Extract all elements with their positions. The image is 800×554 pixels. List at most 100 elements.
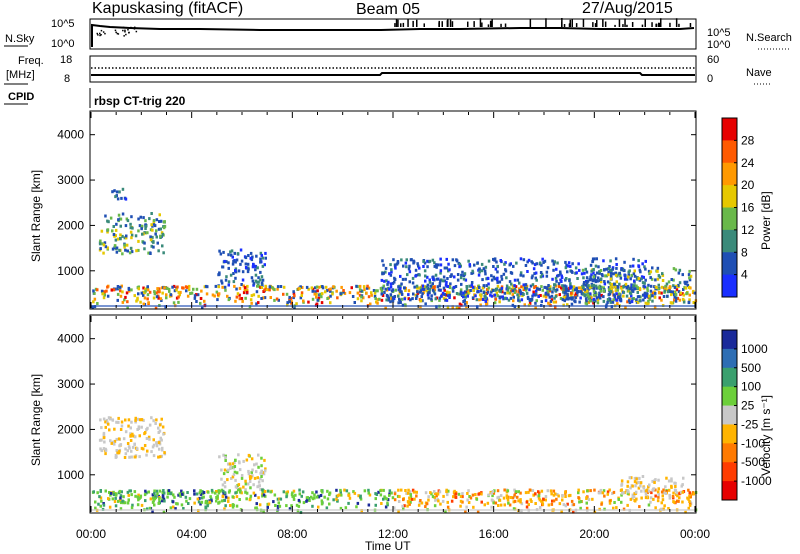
echo-pixel — [215, 496, 218, 499]
echo-pixel — [233, 461, 236, 465]
echo-pixel — [566, 502, 569, 506]
echo-pixel — [285, 292, 289, 296]
echo-pixel — [676, 297, 679, 300]
echo-pixel — [542, 294, 546, 298]
echo-pixel — [579, 506, 582, 510]
echo-pixel — [146, 231, 149, 235]
echo-pixel — [218, 455, 221, 459]
echo-pixel — [111, 247, 115, 251]
echo-pixel — [149, 238, 153, 242]
echo-pixel — [510, 271, 514, 275]
echo-pixel — [219, 489, 222, 493]
echo-pixel — [102, 436, 106, 440]
echo-pixel — [436, 492, 440, 496]
echo-pixel — [403, 297, 406, 301]
echo-pixel — [567, 297, 570, 301]
echo-pixel — [459, 504, 462, 508]
echo-pixel — [421, 284, 425, 288]
echo-pixel — [637, 480, 640, 484]
echo-pixel — [534, 301, 537, 305]
nsky-spike — [500, 23, 502, 27]
echo-pixel — [513, 284, 516, 288]
echo-pixel — [589, 489, 592, 493]
echo-pixel — [453, 264, 457, 268]
echo-pixel — [556, 261, 559, 265]
echo-pixel — [143, 241, 146, 245]
echo-pixel — [560, 509, 563, 513]
echo-pixel — [260, 297, 263, 300]
echo-pixel — [599, 491, 602, 495]
echo-pixel — [641, 262, 644, 266]
echo-pixel — [546, 266, 550, 270]
echo-pixel — [328, 493, 331, 497]
echo-pixel — [158, 497, 161, 501]
echo-pixel — [428, 287, 432, 291]
echo-pixel — [493, 301, 497, 305]
echo-pixel — [316, 298, 319, 302]
echo-pixel — [272, 500, 275, 504]
echo-pixel — [631, 297, 634, 301]
nsky-spike — [529, 18, 532, 27]
echo-pixel — [416, 290, 419, 294]
echo-pixel — [179, 494, 182, 497]
echo-pixel — [464, 278, 468, 282]
echo-pixel — [155, 295, 159, 299]
echo-pixel — [290, 504, 293, 508]
colorbar-swatch — [722, 405, 737, 425]
echo-pixel — [570, 302, 574, 306]
echo-pixel — [565, 277, 568, 280]
echo-pixel — [444, 509, 447, 513]
echo-pixel — [163, 491, 166, 495]
echo-pixel — [688, 500, 691, 503]
echo-pixel — [426, 265, 429, 269]
echo-pixel — [291, 491, 294, 495]
echo-pixel — [476, 290, 479, 294]
echo-pixel — [524, 283, 528, 287]
echo-pixel — [269, 490, 273, 494]
echo-pixel — [218, 249, 221, 253]
echo-pixel — [407, 293, 410, 297]
echo-pixel — [601, 491, 605, 495]
echo-pixel — [523, 303, 526, 307]
echo-pixel — [227, 499, 230, 503]
echo-pixel — [109, 491, 113, 495]
echo-pixel — [668, 287, 671, 291]
echo-pixel — [615, 263, 618, 266]
echo-pixel — [424, 279, 427, 283]
echo-pixel — [614, 285, 617, 289]
nsky-dot — [128, 31, 130, 34]
echo-pixel — [461, 492, 464, 496]
echo-pixel — [568, 279, 571, 283]
echo-pixel — [503, 488, 506, 492]
echo-pixel — [124, 224, 128, 228]
echo-pixel — [130, 493, 133, 497]
echo-pixel — [468, 495, 471, 498]
echo-pixel — [234, 485, 238, 489]
echo-pixel — [100, 438, 103, 442]
echo-pixel — [544, 495, 548, 498]
echo-pixel — [297, 504, 301, 508]
echo-pixel — [114, 455, 118, 459]
echo-pixel — [658, 296, 661, 300]
echo-pixel — [512, 299, 515, 303]
echo-pixel — [402, 507, 405, 511]
echo-pixel — [477, 492, 480, 496]
echo-pixel — [661, 498, 665, 502]
echo-pixel — [115, 222, 118, 226]
echo-pixel — [250, 294, 254, 298]
echo-pixel — [148, 506, 152, 510]
echo-pixel — [409, 298, 412, 302]
echo-pixel — [555, 279, 558, 283]
echo-pixel — [367, 488, 370, 492]
echo-pixel — [687, 488, 690, 492]
echo-pixel — [140, 446, 144, 450]
nsky-spike — [618, 19, 621, 27]
echo-pixel — [496, 280, 499, 284]
echo-pixel — [675, 284, 678, 288]
echo-pixel — [431, 258, 435, 262]
colorbar-swatch — [722, 386, 737, 407]
echo-pixel — [148, 423, 152, 427]
echo-pixel — [607, 270, 610, 274]
echo-pixel — [622, 285, 625, 288]
